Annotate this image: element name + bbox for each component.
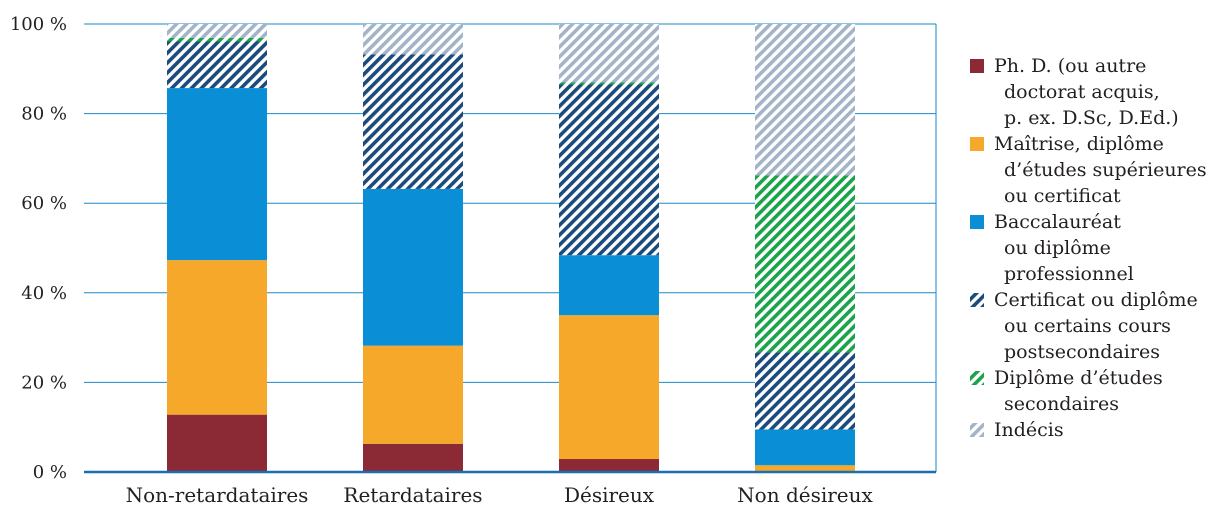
legend-swatch [970, 137, 984, 151]
legend-label: secondaires [1004, 393, 1119, 415]
legend-label: p. ex. D.Sc, D.Ed.) [1004, 107, 1179, 129]
legend-label: professionnel [1004, 263, 1134, 285]
bar-segment [559, 24, 659, 83]
bar-segment [559, 255, 659, 316]
y-tick-label: 100 % [10, 14, 67, 35]
legend-label: ou diplôme [1004, 237, 1111, 259]
x-tick-label: Non-retardataires [126, 483, 309, 507]
axes: 0 % 20 % 40 % 60 % 80 % 100 % Non-retardataire… [10, 14, 937, 507]
bar-segment [167, 41, 267, 89]
y-tick-label: 0 % [33, 462, 67, 483]
legend-swatch [970, 293, 984, 307]
bar-segment [559, 84, 659, 256]
bar-segment [363, 345, 463, 444]
bar-segment [755, 175, 855, 353]
bar-segment [559, 82, 659, 85]
legend-label: Indécis [994, 419, 1064, 441]
bar-segment [755, 429, 855, 466]
legend-swatch [970, 59, 984, 73]
legend-label: Diplôme d’études [994, 367, 1163, 389]
bar-segment [559, 459, 659, 472]
y-tick-label: 80 % [21, 104, 67, 125]
legend-label: d’études supérieures [1004, 159, 1207, 181]
y-tick-label: 20 % [21, 372, 67, 393]
legend-label: Maîtrise, diplôme [994, 133, 1164, 155]
legend-label: ou certificat [1004, 185, 1121, 207]
legend-label: postsecondaires [1004, 341, 1160, 363]
bar-segment [167, 260, 267, 415]
legend-label: ou certains cours [1004, 315, 1171, 337]
bar-segment [363, 24, 463, 55]
legend-swatch [970, 371, 984, 385]
bar-segment [167, 88, 267, 261]
bar-segment [559, 315, 659, 460]
bar-segment [363, 443, 463, 472]
legend-swatch [970, 423, 984, 437]
bar-segment [167, 24, 267, 38]
legend-label: doctorat acquis, [1004, 81, 1160, 103]
x-tick-label: Non désireux [737, 483, 873, 507]
bar-segment [755, 352, 855, 430]
x-tick-label: Désireux [564, 483, 655, 507]
x-tick-label: Retardataires [343, 483, 482, 507]
bar-segment [755, 465, 855, 472]
bars [167, 24, 855, 472]
bar-segment [167, 414, 267, 472]
bar-segment [755, 24, 855, 176]
legend-label: Ph. D. (ou autre [994, 55, 1146, 77]
bar-segment [167, 37, 267, 42]
legend-label: Baccalauréat [994, 211, 1121, 233]
legend: Ph. D. (ou autre doctorat acquis, p. ex. D… [970, 55, 1207, 441]
bar-segment [363, 188, 463, 346]
legend-label: Certificat ou diplôme [994, 289, 1198, 311]
legend-swatch [970, 215, 984, 229]
y-tick-label: 40 % [21, 283, 67, 304]
y-tick-label: 60 % [21, 193, 67, 214]
bar-segment [363, 54, 463, 189]
